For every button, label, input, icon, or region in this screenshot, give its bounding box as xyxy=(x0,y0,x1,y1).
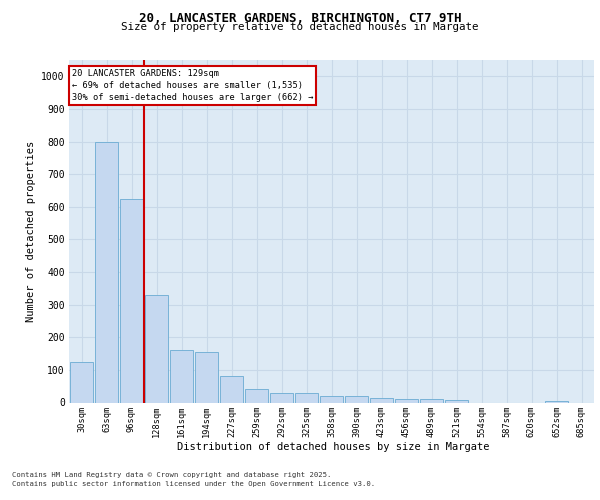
Bar xyxy=(170,350,193,403)
Bar xyxy=(194,352,218,403)
Bar xyxy=(245,390,268,402)
Bar xyxy=(70,362,94,403)
Bar xyxy=(220,376,244,402)
Bar xyxy=(545,400,568,402)
Text: Size of property relative to detached houses in Margate: Size of property relative to detached ho… xyxy=(121,22,479,32)
Text: Contains HM Land Registry data © Crown copyright and database right 2025.: Contains HM Land Registry data © Crown c… xyxy=(12,472,331,478)
Text: 20, LANCASTER GARDENS, BIRCHINGTON, CT7 9TH: 20, LANCASTER GARDENS, BIRCHINGTON, CT7 … xyxy=(139,12,461,26)
Y-axis label: Number of detached properties: Number of detached properties xyxy=(26,140,36,322)
Bar xyxy=(95,142,118,402)
Bar xyxy=(145,295,169,403)
Bar xyxy=(370,398,394,402)
Bar xyxy=(344,396,368,402)
Bar xyxy=(269,392,293,402)
Bar xyxy=(419,398,443,402)
Bar xyxy=(395,398,418,402)
Text: Contains public sector information licensed under the Open Government Licence v3: Contains public sector information licen… xyxy=(12,481,375,487)
Text: 20 LANCASTER GARDENS: 129sqm
← 69% of detached houses are smaller (1,535)
30% of: 20 LANCASTER GARDENS: 129sqm ← 69% of de… xyxy=(71,68,313,102)
Bar xyxy=(295,392,319,402)
Bar xyxy=(445,400,469,402)
Bar xyxy=(320,396,343,402)
Text: Distribution of detached houses by size in Margate: Distribution of detached houses by size … xyxy=(177,442,489,452)
Bar xyxy=(119,198,143,402)
